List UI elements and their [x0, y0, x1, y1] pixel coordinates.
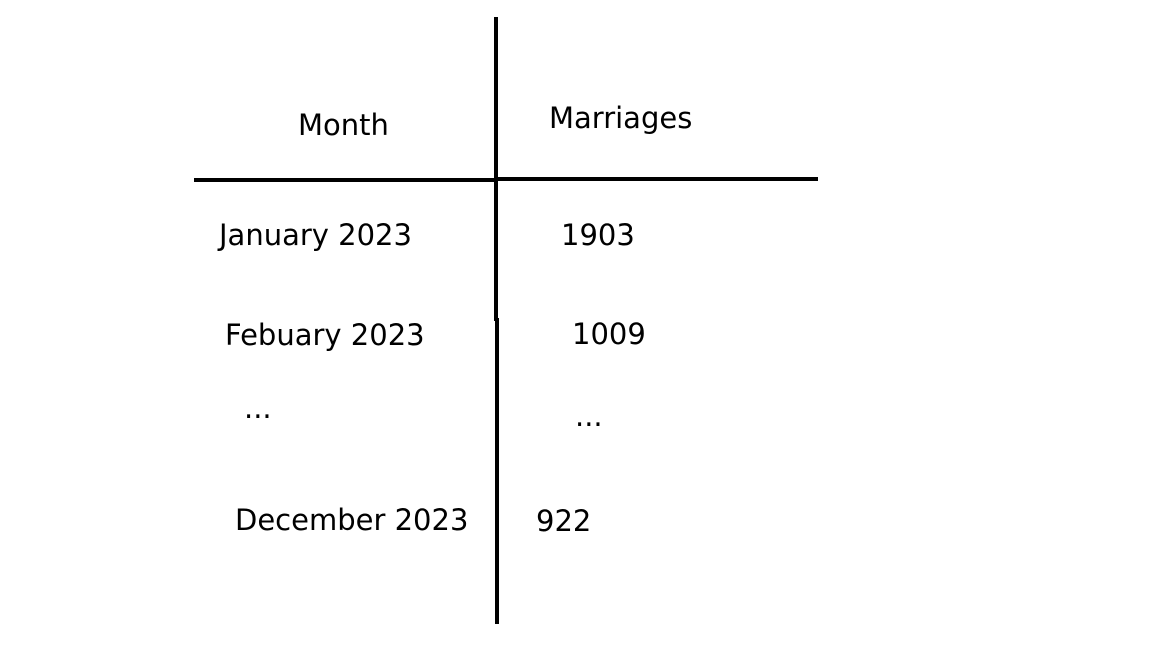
marriages-cell: 1903	[561, 218, 635, 252]
month-cell: Febuary 2023	[225, 318, 425, 352]
month-cell: December 2023	[235, 503, 469, 537]
month-ellipsis-cell: ...	[244, 391, 272, 425]
header-underline-left	[194, 178, 498, 182]
header-underline-right	[498, 177, 818, 181]
vertical-divider-upper	[494, 17, 498, 321]
marriages-ellipsis-cell: ...	[575, 399, 603, 433]
month-column-header: Month	[298, 108, 389, 142]
marriages-cell: 922	[536, 504, 592, 538]
vertical-divider-lower	[495, 318, 499, 624]
marriages-column-header: Marriages	[549, 101, 693, 135]
marriages-cell: 1009	[572, 317, 646, 351]
month-cell: January 2023	[219, 218, 412, 252]
